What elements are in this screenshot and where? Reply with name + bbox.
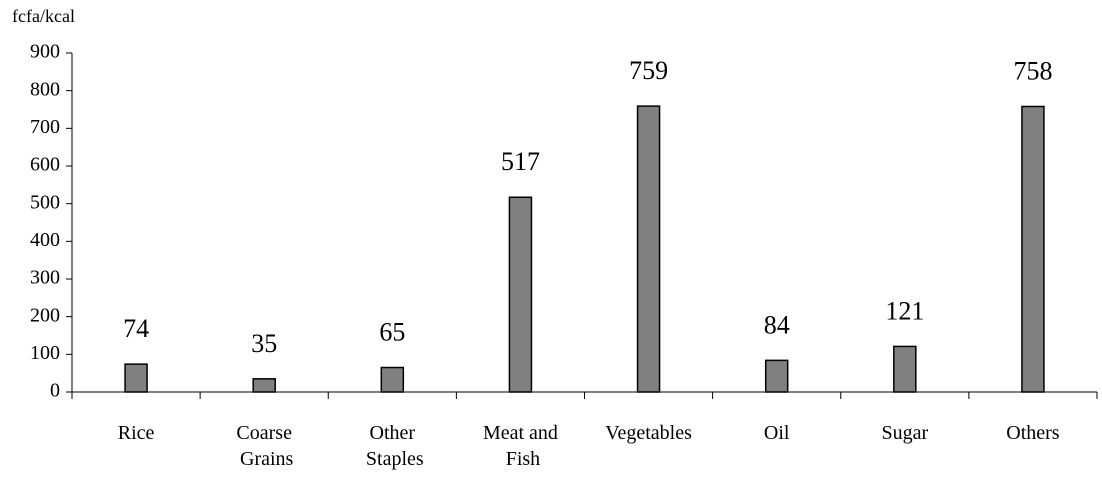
value-label: 758 — [1013, 56, 1052, 85]
y-tick-label: 0 — [50, 380, 60, 402]
bar — [636, 105, 661, 393]
x-tick-label: Oil — [764, 422, 790, 444]
y-axis-title: fcfa/kcal — [12, 6, 75, 26]
y-tick-label: 900 — [30, 41, 60, 63]
x-tick-label: Sugar — [881, 422, 928, 444]
y-tick-label: 400 — [30, 229, 60, 251]
x-tick-label: Vegetables — [605, 422, 692, 444]
y-tick-label: 200 — [30, 304, 60, 326]
value-label: 121 — [885, 296, 924, 325]
x-tick-label: Coarse Grains — [235, 422, 294, 470]
bar — [508, 196, 533, 393]
value-label: 35 — [251, 329, 277, 358]
value-label: 759 — [629, 56, 668, 85]
y-tick-label: 700 — [30, 116, 60, 138]
bar — [1021, 105, 1045, 393]
y-tick-label: 500 — [30, 191, 60, 213]
bar — [252, 378, 276, 393]
bar — [893, 345, 917, 393]
y-tick-label: 300 — [30, 267, 60, 289]
bar — [124, 363, 148, 393]
bar — [764, 359, 789, 393]
value-label: 517 — [501, 147, 540, 176]
x-tick-label: Other Staples — [361, 422, 424, 470]
value-label: 74 — [123, 314, 149, 343]
value-label: 65 — [379, 317, 405, 346]
x-tick-label: Others — [1006, 422, 1060, 444]
x-tick-label: Rice — [118, 422, 155, 444]
y-tick-label: 600 — [30, 154, 60, 176]
bar — [380, 366, 405, 393]
x-tick-label: Meat and Fish — [483, 422, 558, 470]
y-tick-label: 100 — [30, 342, 60, 364]
value-label: 84 — [764, 310, 790, 339]
y-tick-label: 800 — [30, 78, 60, 100]
